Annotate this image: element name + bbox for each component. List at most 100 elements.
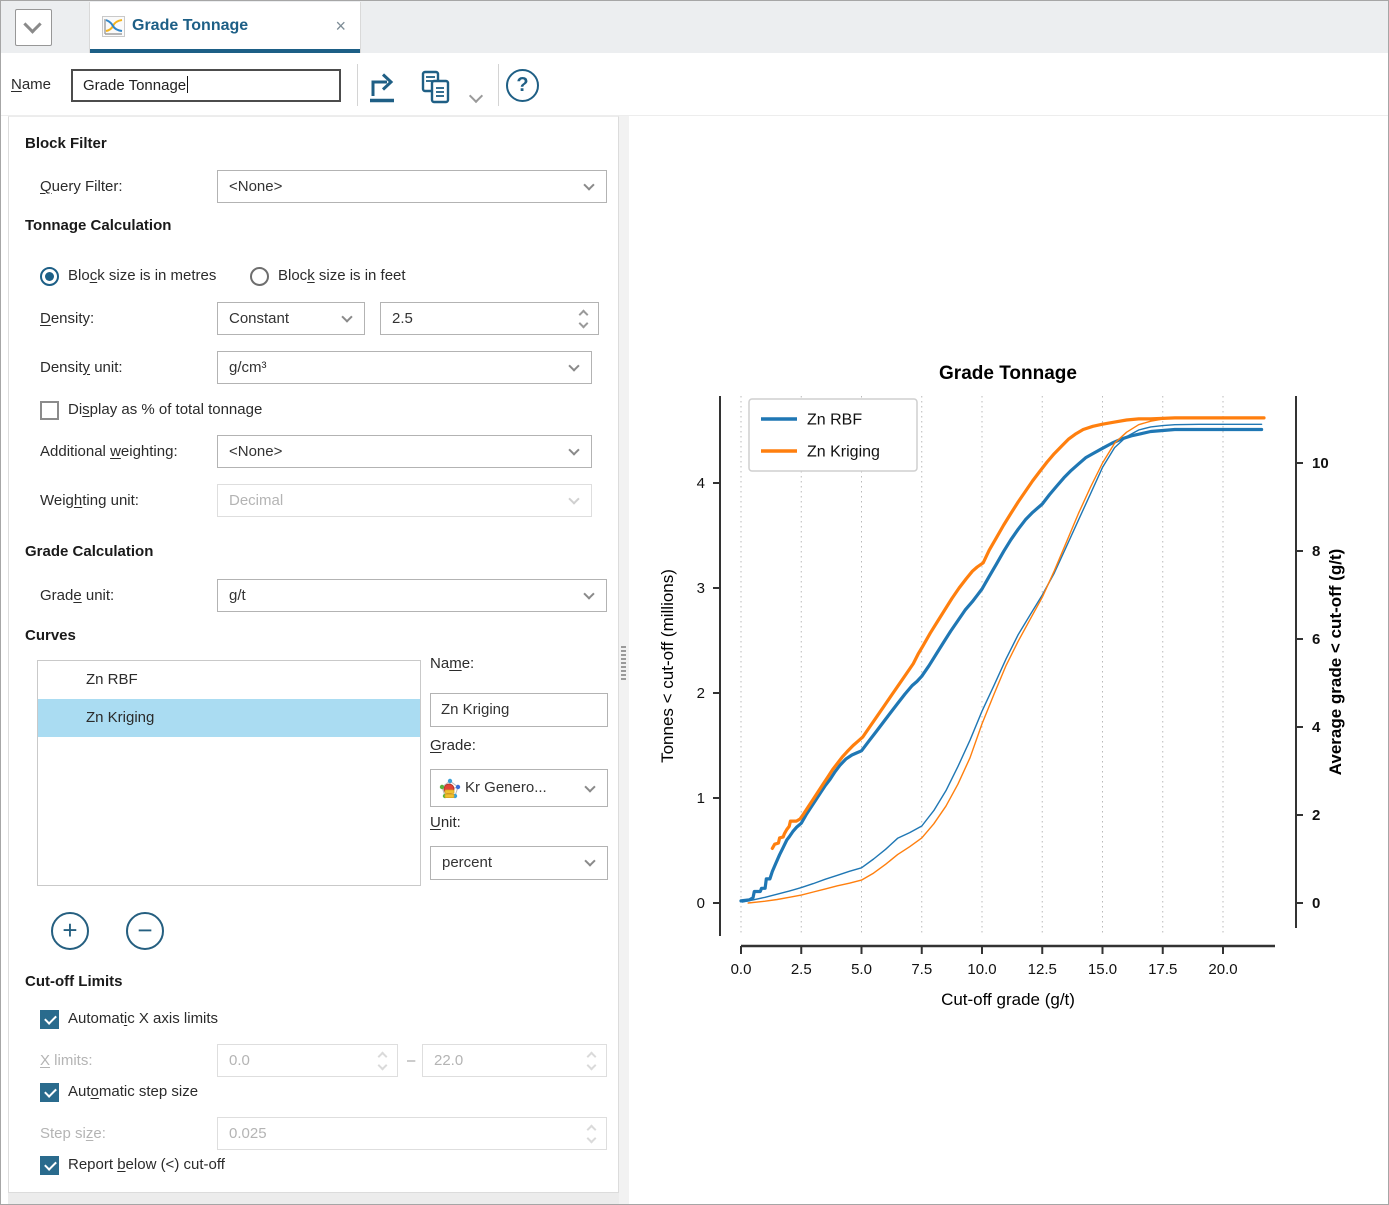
close-icon[interactable]: × xyxy=(335,16,346,36)
toolbar-separator xyxy=(357,64,358,106)
chart-title: Grade Tonnage xyxy=(939,363,1077,384)
additional-weighting-select[interactable]: <None> xyxy=(217,435,592,468)
curve-grade-select[interactable]: Kr Genero... xyxy=(430,769,608,807)
density-label: Density: xyxy=(40,310,95,327)
left-tick-label: 3 xyxy=(697,580,705,597)
x-axis-label: Cut-off grade (g/t) xyxy=(941,990,1075,1009)
range-dash: – xyxy=(407,1052,416,1069)
chevron-down-icon xyxy=(341,311,353,323)
display-percent-label[interactable]: Display as % of total tonnage xyxy=(68,401,263,418)
chart-panel: 0 1 2 3 4 0 2 4 6 8 10 0.0 2.5 5.0 7.5 10.0 12.5 15.0 17.5… xyxy=(629,116,1388,1204)
panel-splitter-handle[interactable] xyxy=(621,646,626,680)
curve-grade-label: Grade: xyxy=(430,737,476,754)
auto-x-limits-label[interactable]: Automatic X axis limits xyxy=(68,1010,219,1027)
curve-unit-select[interactable]: percent xyxy=(430,846,608,880)
kriging-estimator-icon xyxy=(439,778,461,804)
chevron-down-icon xyxy=(568,444,580,456)
list-item-zn-rbf[interactable]: Zn RBF xyxy=(86,671,138,688)
curve-name-label: Name: xyxy=(430,655,475,672)
left-tick-label: 4 xyxy=(697,475,705,492)
x-tick-label: 0.0 xyxy=(731,961,752,978)
toolbar: Name Grade Tonnage ? xyxy=(1,53,1388,116)
grade-tonnage-chart: 0 1 2 3 4 0 2 4 6 8 10 0.0 2.5 5.0 7.5 10.0 12.5 15.0 17.5… xyxy=(658,363,1345,1009)
step-size-label: Step size: xyxy=(40,1125,106,1142)
x-limits-label: X limits: xyxy=(40,1052,93,1069)
left-tick-label: 0 xyxy=(697,895,705,912)
x-tick-label: 7.5 xyxy=(911,961,932,978)
grade-tonnage-chart-icon xyxy=(102,16,125,42)
x-tick-label: 17.5 xyxy=(1148,961,1177,978)
chevron-down-icon xyxy=(583,179,595,191)
auto-step-size-checkbox[interactable] xyxy=(40,1083,59,1102)
section-tonnage-calculation: Tonnage Calculation xyxy=(25,217,172,234)
stepper-arrows-icon[interactable] xyxy=(578,308,590,330)
left-tick-label: 1 xyxy=(697,790,705,807)
report-below-cutoff-checkbox[interactable] xyxy=(40,1156,59,1175)
left-tick-label: 2 xyxy=(697,685,705,702)
copy-menu-chevron-icon[interactable] xyxy=(468,88,484,104)
query-filter-label: Query Filter: xyxy=(40,178,123,195)
auto-step-size-label[interactable]: Automatic step size xyxy=(68,1083,199,1100)
help-button[interactable]: ? xyxy=(506,69,539,102)
weighting-unit-label: Weighting unit: xyxy=(40,492,139,509)
x-tick-label: 12.5 xyxy=(1028,961,1057,978)
series-zn-kriging xyxy=(770,416,1266,851)
left-axis-label: Tonnes < cut-off (millions) xyxy=(658,569,677,763)
stepper-arrows-icon xyxy=(377,1050,389,1072)
name-label: Name xyxy=(11,76,52,93)
chevron-down-icon xyxy=(583,588,595,600)
copy-icon[interactable] xyxy=(416,69,456,112)
tab-list-button[interactable] xyxy=(15,9,52,46)
legend-box xyxy=(748,398,918,472)
right-axis-label: Average grade < cut-off (g/t) xyxy=(1326,549,1345,776)
radio-block-size-metres[interactable] xyxy=(40,267,59,286)
right-tick-label: 4 xyxy=(1312,719,1321,736)
toolbar-separator xyxy=(498,64,499,106)
series-zn-kriging-average-grade- xyxy=(747,416,1265,904)
tab-grade-tonnage[interactable]: Grade Tonnage × xyxy=(89,2,361,53)
density-mode-select[interactable]: Constant xyxy=(217,302,365,335)
x-tick-label: 5.0 xyxy=(851,961,872,978)
series-zn-rbf-average-grade- xyxy=(741,423,1263,903)
chevron-down-icon xyxy=(584,855,596,867)
legend-entry-label: Zn RBF xyxy=(807,412,862,429)
chevron-down-icon xyxy=(23,15,42,34)
x-tick-label: 10.0 xyxy=(967,961,996,978)
query-filter-select[interactable]: <None> xyxy=(217,170,607,203)
add-curve-button[interactable]: + xyxy=(51,912,89,950)
right-tick-label: 6 xyxy=(1312,631,1320,648)
right-tick-label: 0 xyxy=(1312,895,1320,912)
active-tab-indicator xyxy=(90,49,360,53)
stepper-arrows-icon xyxy=(586,1050,598,1072)
panel-footer xyxy=(8,1193,629,1204)
radio-block-size-feet[interactable] xyxy=(250,267,269,286)
grade-unit-label: Grade unit: xyxy=(40,587,115,604)
x-max-stepper: 22.0 xyxy=(422,1044,607,1077)
series-zn-rbf xyxy=(739,427,1264,903)
name-input[interactable]: Grade Tonnage xyxy=(71,69,341,102)
x-min-stepper: 0.0 xyxy=(217,1044,398,1077)
right-tick-label: 2 xyxy=(1312,807,1320,824)
curve-unit-label: Unit: xyxy=(430,814,461,831)
x-tick-label: 20.0 xyxy=(1208,961,1237,978)
section-cutoff-limits: Cut-off Limits xyxy=(25,973,123,990)
radio-block-size-feet-label[interactable]: Block size is in feet xyxy=(278,267,406,284)
remove-curve-button[interactable]: − xyxy=(126,912,164,950)
right-tick-label: 10 xyxy=(1312,455,1329,472)
grade-unit-select[interactable]: g/t xyxy=(217,579,607,612)
radio-block-size-metres-label[interactable]: Block size is in metres xyxy=(68,267,217,284)
report-below-cutoff-label[interactable]: Report below (<) cut-off xyxy=(68,1156,225,1173)
x-tick-label: 2.5 xyxy=(791,961,812,978)
density-value-stepper[interactable]: 2.5 xyxy=(380,302,599,335)
density-unit-select[interactable]: g/cm³ xyxy=(217,351,592,384)
section-grade-calculation: Grade Calculation xyxy=(25,543,154,560)
legend-entry-label: Zn Kriging xyxy=(807,444,880,461)
stepper-arrows-icon xyxy=(586,1123,598,1145)
list-item-zn-kriging[interactable]: Zn Kriging xyxy=(38,699,420,737)
display-percent-checkbox[interactable] xyxy=(40,401,59,420)
export-icon[interactable] xyxy=(364,69,401,110)
chevron-down-icon xyxy=(568,360,580,372)
tab-title: Grade Tonnage xyxy=(132,17,249,34)
curve-name-input[interactable]: Zn Kriging xyxy=(430,693,608,727)
auto-x-limits-checkbox[interactable] xyxy=(40,1010,59,1029)
